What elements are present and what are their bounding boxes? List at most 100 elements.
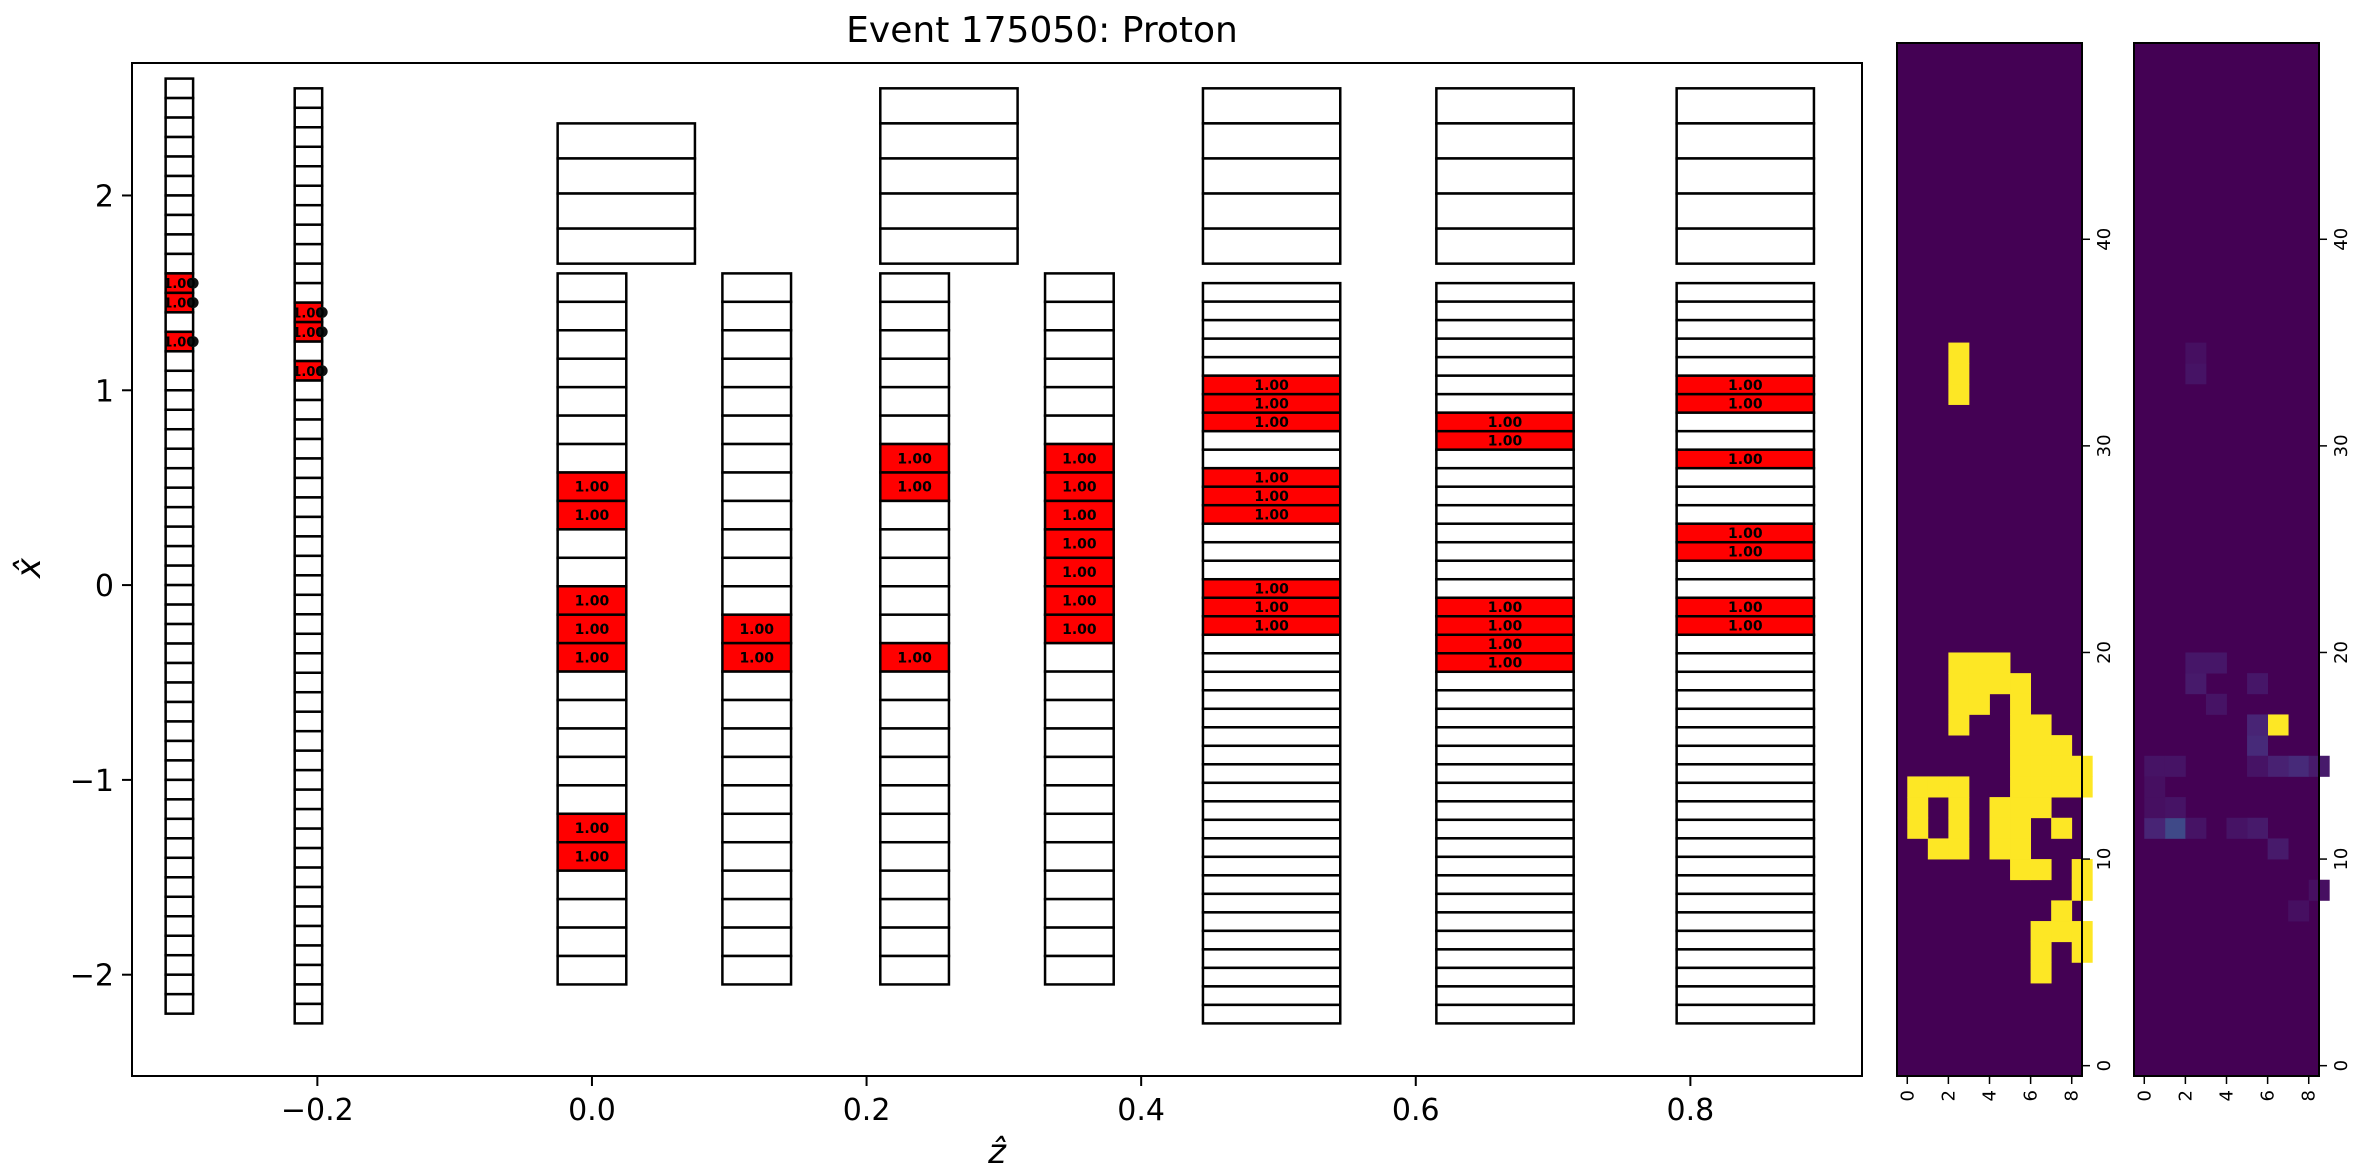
cell-value-label: 1.00 (1728, 600, 1763, 616)
heatmap-cell (2185, 363, 2207, 385)
detector-cell (1675, 577, 1816, 599)
detector-cell (1675, 874, 1816, 896)
hit-marker (187, 277, 199, 289)
cell-value-label: 1.00 (575, 480, 610, 496)
heatmap-cell (1948, 797, 1970, 819)
detector-cell (1201, 540, 1342, 562)
heatmap-2-ticks: 0 2 4 6 8 0 10 20 30 40 (2134, 228, 2352, 1102)
cell-value-label: 1.00 (1728, 452, 1763, 468)
detector-cell (164, 233, 195, 256)
detector-cell (293, 87, 324, 110)
detector-cell (879, 385, 951, 417)
detector-cell (1201, 448, 1342, 470)
heatmap-x-tick-label: 4 (2217, 1090, 2238, 1101)
heatmap-cell (1989, 652, 2011, 674)
detector-cell (879, 926, 951, 958)
cell-value-label: 1.00 (1254, 470, 1289, 486)
detector-column (1675, 87, 1816, 265)
heatmap-cell (2051, 735, 2073, 757)
detector-cell (1043, 698, 1115, 730)
detector-cell (1435, 522, 1575, 544)
detector-cell (293, 613, 324, 636)
detector-cell (1043, 272, 1115, 304)
cell-value-label: 1.00 (1488, 619, 1523, 635)
detector-column (1201, 87, 1342, 265)
detector-cell (1675, 726, 1816, 748)
detector-cell (879, 272, 951, 304)
detector-cell (164, 739, 195, 762)
y-tick-label: −1 (70, 764, 114, 799)
cell-value-label: 1.00 (575, 622, 610, 638)
detector-cell (1043, 357, 1115, 389)
detector-cell (164, 798, 195, 821)
detector-cell (1201, 670, 1342, 692)
detector-cell (556, 784, 628, 816)
detector-cell (293, 885, 324, 908)
detector-cell (879, 414, 951, 446)
hit-cell (1043, 471, 1115, 503)
heatmap-cell (1948, 714, 1970, 736)
detector-cell (1201, 929, 1342, 951)
detector-cell (879, 585, 951, 616)
x-axis-label: ẑ (987, 1132, 1007, 1170)
detector-cell (164, 213, 195, 236)
detector-cell (1435, 503, 1575, 525)
detector-cell (1201, 559, 1342, 581)
detector-cell (1201, 429, 1342, 451)
cell-value-label: 1.00 (575, 849, 610, 865)
detector-cell (721, 869, 793, 901)
hit-cell (879, 471, 951, 503)
detector-cell (1435, 355, 1575, 377)
heatmap-cell (2010, 735, 2032, 757)
heatmap-y-tick-label: 10 (2331, 848, 2352, 871)
heatmap-cell (1989, 673, 2011, 695)
detector-cell (1675, 855, 1816, 877)
hit-cell (556, 471, 628, 503)
detector-cell (721, 698, 793, 730)
heatmap-y-tick-label: 30 (2331, 434, 2352, 457)
detector-cell (556, 192, 697, 230)
heatmap-y-tick-label: 40 (2094, 228, 2115, 251)
hit-marker (187, 297, 199, 309)
detector-cell (721, 812, 793, 844)
detector-cell (1201, 800, 1342, 822)
detector-cell (164, 77, 195, 100)
detector-cell (1043, 300, 1115, 332)
detector-cell (879, 784, 951, 816)
detector-cell (1043, 926, 1115, 958)
detector-column: 1.00 1.00 1.00 (292, 87, 328, 1025)
heatmap-cell (2185, 673, 2207, 695)
cell-value-label: 1.00 (1254, 415, 1289, 431)
detector-cell (1201, 318, 1342, 340)
detector-cell (293, 632, 324, 655)
detector-cell (1435, 670, 1575, 692)
detector-cell (164, 447, 195, 470)
heatmap-cell (2144, 776, 2166, 798)
detector-column (879, 87, 1019, 265)
detector-cell (1435, 892, 1575, 914)
detector-cell (1675, 763, 1816, 785)
heatmap-y-tick-label: 40 (2331, 228, 2352, 251)
cell-value-label: 1.00 (1488, 415, 1523, 431)
heatmap-cell (1948, 693, 1970, 715)
heatmap-cell (1968, 673, 1990, 695)
detector-cell (1435, 855, 1575, 877)
detector-cell (556, 869, 628, 901)
heatmap-x-tick-label: 0 (1897, 1090, 1918, 1101)
detector-cell (293, 457, 324, 480)
heatmap-cell (2185, 652, 2207, 674)
hit-marker (316, 306, 328, 318)
detector-cell (164, 389, 195, 412)
detector-cell (1043, 840, 1115, 872)
heatmap-cell (2030, 735, 2052, 757)
heatmap-cell (2267, 755, 2289, 777)
heatmap-cell (2288, 755, 2310, 777)
detector-cell (164, 544, 195, 567)
heatmap-x-tick-label: 2 (2175, 1090, 2196, 1101)
cell-value-label: 1.00 (1062, 451, 1097, 467)
x-tick-label: 0.6 (1392, 1093, 1440, 1128)
detector-cell (1435, 374, 1575, 396)
detector-cell (1675, 355, 1816, 377)
detector-cell (1675, 948, 1816, 970)
cell-value-label: 1.00 (739, 650, 774, 666)
